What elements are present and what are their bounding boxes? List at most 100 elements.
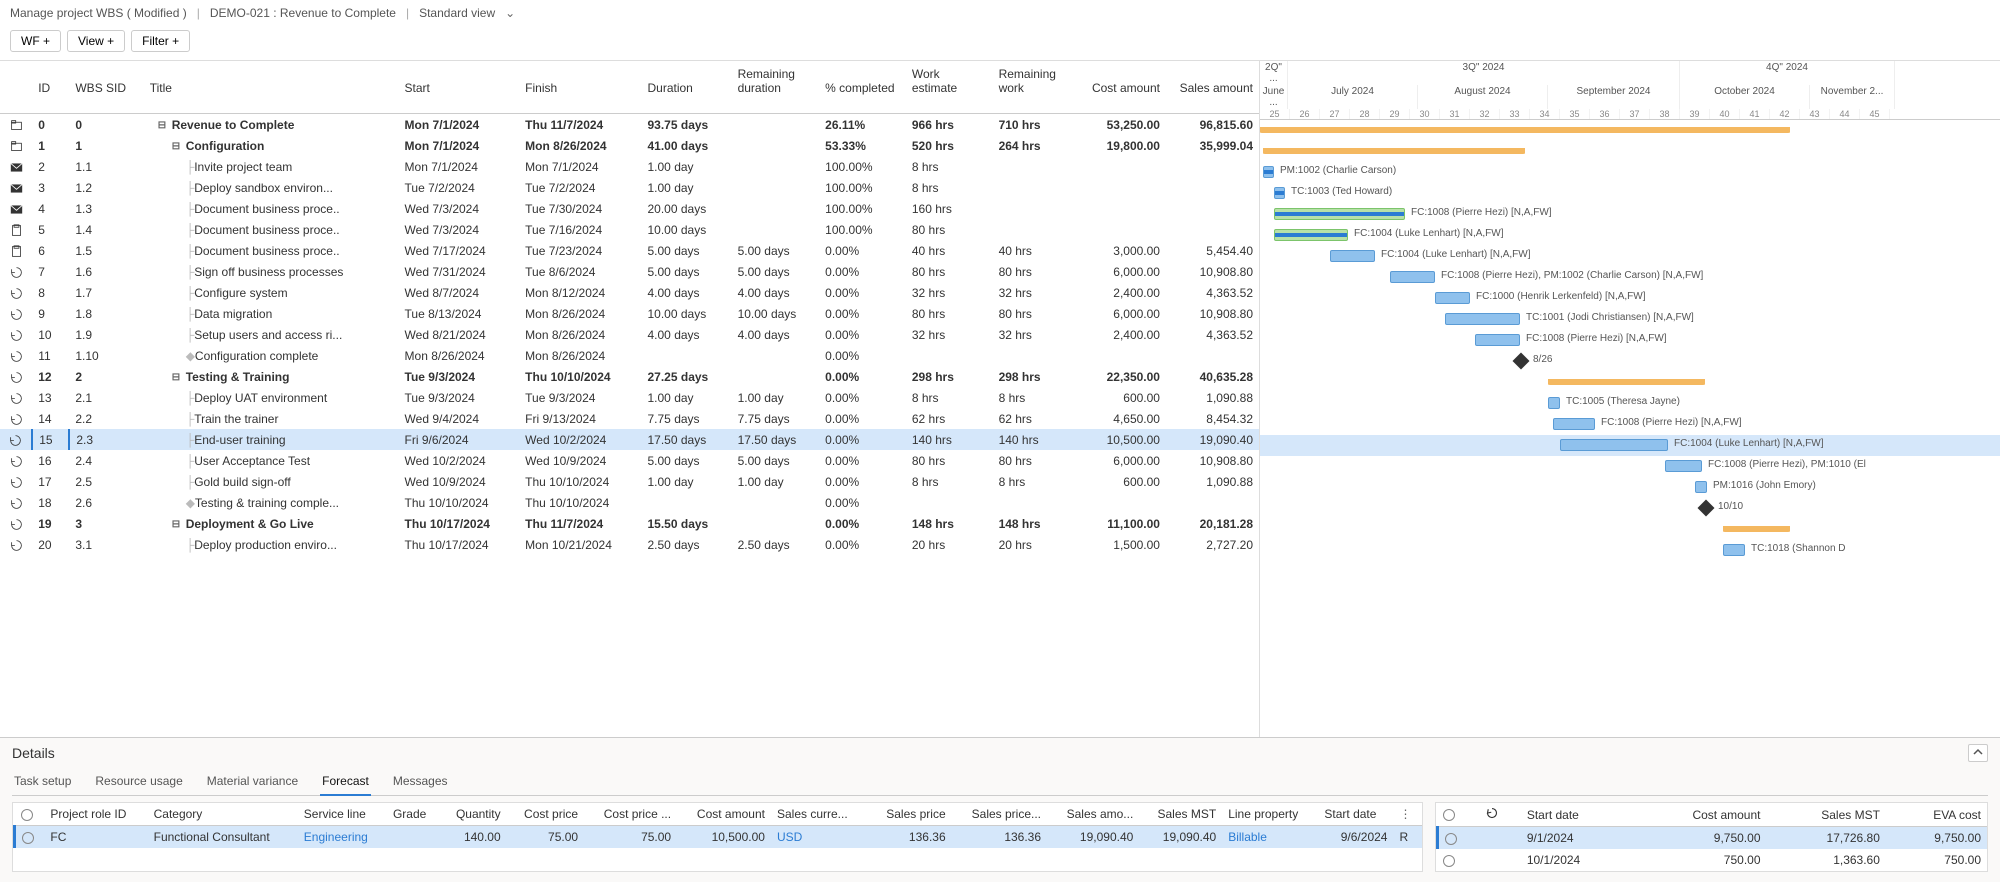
wbs-row[interactable]: 3 1.2 ├ Deploy sandbox environ... Tue 7/… <box>0 177 1259 198</box>
wbs-row[interactable]: 11 1.10 ◆ Configuration complete Mon 8/2… <box>0 345 1259 366</box>
gantt-chart[interactable]: 2Q" ...3Q" 20244Q" 2024June ...July 2024… <box>1260 61 2000 737</box>
gantt-task-bar[interactable] <box>1330 250 1375 262</box>
gantt-row: PM:1016 (John Emory) <box>1260 477 2000 498</box>
row-radio[interactable] <box>1443 855 1455 867</box>
view-button[interactable]: View + <box>67 30 125 52</box>
gantt-row <box>1260 519 2000 540</box>
wf-button[interactable]: WF + <box>10 30 61 52</box>
gantt-task-bar[interactable] <box>1274 187 1285 199</box>
tree-toggle-icon[interactable]: ⊟ <box>172 141 182 151</box>
wbs-row[interactable]: 4 1.3 ├ Document business proce.. Wed 7/… <box>0 198 1259 219</box>
row-icon <box>0 345 32 366</box>
col-header[interactable]: Title <box>144 61 399 114</box>
col-header[interactable]: % completed <box>819 61 906 114</box>
col-header[interactable]: Work estimate <box>906 61 993 114</box>
more-columns-icon[interactable]: ⋮ <box>1399 807 1411 821</box>
row-radio[interactable] <box>1445 833 1457 845</box>
tree-toggle-icon[interactable]: ⊟ <box>158 120 168 130</box>
wbs-row[interactable]: 6 1.5 ├ Document business proce.. Wed 7/… <box>0 240 1259 261</box>
forecast-period-row[interactable]: 9/1/2024 9,750.00 17,726.80 9,750.00 <box>1437 827 1987 850</box>
collapse-details-button[interactable] <box>1968 744 1988 762</box>
filter-button[interactable]: Filter + <box>131 30 190 52</box>
row-icon <box>0 429 32 450</box>
gantt-bar-label: FC:1008 (Pierre Hezi) [N,A,FW] <box>1526 333 1667 344</box>
gantt-task-bar[interactable] <box>1263 166 1274 178</box>
gantt-summary-bar[interactable] <box>1723 526 1790 532</box>
wbs-grid[interactable]: IDWBS SIDTitleStartFinishDurationRemaini… <box>0 61 1260 737</box>
col-header[interactable]: ID <box>32 61 69 114</box>
wbs-row[interactable]: 16 2.4 ├ User Acceptance Test Wed 10/2/2… <box>0 450 1259 471</box>
forecast-left-grid[interactable]: Project role IDCategoryService lineGrade… <box>12 802 1423 872</box>
wbs-row[interactable]: 9 1.8 ├ Data migration Tue 8/13/2024 Mon… <box>0 303 1259 324</box>
gantt-summary-bar[interactable] <box>1548 379 1705 385</box>
tree-toggle-icon[interactable]: ⊟ <box>172 519 182 529</box>
gantt-task-bar[interactable] <box>1553 418 1595 430</box>
wbs-row[interactable]: 0 0 ⊟Revenue to Complete Mon 7/1/2024 Th… <box>0 114 1259 136</box>
gantt-task-bar[interactable] <box>1445 313 1520 325</box>
gantt-milestone-icon[interactable] <box>1513 353 1530 370</box>
tab-resource-usage[interactable]: Resource usage <box>93 770 184 795</box>
gantt-task-bar[interactable] <box>1723 544 1745 556</box>
col-header[interactable]: Cost amount <box>1079 61 1166 114</box>
service-line-link[interactable]: Engineering <box>304 830 368 844</box>
gantt-row: FC:1008 (Pierre Hezi) [N,A,FW] <box>1260 204 2000 225</box>
row-icon <box>0 324 32 345</box>
forecast-period-row[interactable]: 10/1/2024 750.00 1,363.60 750.00 <box>1437 849 1987 871</box>
gantt-task-bar[interactable] <box>1274 208 1405 220</box>
wbs-row[interactable]: 8 1.7 ├ Configure system Wed 8/7/2024 Mo… <box>0 282 1259 303</box>
wbs-row[interactable]: 18 2.6 ◆ Testing & training comple... Th… <box>0 492 1259 513</box>
gantt-bar-label: TC:1005 (Theresa Jayne) <box>1566 396 1680 407</box>
col-header[interactable]: Finish <box>519 61 641 114</box>
col-header[interactable]: Duration <box>642 61 732 114</box>
gantt-task-bar[interactable] <box>1695 481 1707 493</box>
gantt-task-bar[interactable] <box>1390 271 1435 283</box>
gantt-bar-label: FC:1000 (Henrik Lerkenfeld) [N,A,FW] <box>1476 291 1646 302</box>
select-all-radio[interactable] <box>21 809 33 821</box>
row-radio[interactable] <box>22 832 34 844</box>
wbs-row[interactable]: 15 2.3 ├ End-user training Fri 9/6/2024 … <box>0 429 1259 450</box>
currency-link[interactable]: USD <box>777 830 802 844</box>
gantt-task-bar[interactable] <box>1435 292 1470 304</box>
wbs-row[interactable]: 19 3 ⊟Deployment & Go Live Thu 10/17/202… <box>0 513 1259 534</box>
line-property-link[interactable]: Billable <box>1228 830 1267 844</box>
tab-material-variance[interactable]: Material variance <box>205 770 300 795</box>
wbs-row[interactable]: 10 1.9 ├ Setup users and access ri... We… <box>0 324 1259 345</box>
col-header[interactable]: Remaining duration <box>732 61 820 114</box>
wbs-row[interactable]: 1 1 ⊟Configuration Mon 7/1/2024 Mon 8/26… <box>0 135 1259 156</box>
gantt-task-bar[interactable] <box>1475 334 1520 346</box>
wbs-row[interactable]: 2 1.1 ├ Invite project team Mon 7/1/2024… <box>0 156 1259 177</box>
forecast-row[interactable]: FC Functional Consultant Engineering 140… <box>15 826 1422 849</box>
col-header[interactable] <box>0 61 32 114</box>
gantt-row: FC:1000 (Henrik Lerkenfeld) [N,A,FW] <box>1260 288 2000 309</box>
gantt-bar-label: FC:1008 (Pierre Hezi) [N,A,FW] <box>1601 417 1742 428</box>
gantt-milestone-icon[interactable] <box>1698 500 1715 517</box>
gantt-task-bar[interactable] <box>1560 439 1668 451</box>
forecast-right-grid[interactable]: Start dateCost amountSales MSTEVA cost 9… <box>1435 802 1988 872</box>
tab-messages[interactable]: Messages <box>391 770 450 795</box>
col-header[interactable]: Remaining work <box>993 61 1080 114</box>
wbs-row[interactable]: 5 1.4 ├ Document business proce.. Wed 7/… <box>0 219 1259 240</box>
gantt-summary-bar[interactable] <box>1263 148 1525 154</box>
col-header[interactable]: Sales amount <box>1166 61 1259 114</box>
col-header[interactable]: Start <box>399 61 520 114</box>
tree-toggle-icon[interactable]: ⊟ <box>172 372 182 382</box>
wbs-row[interactable]: 12 2 ⊟Testing & Training Tue 9/3/2024 Th… <box>0 366 1259 387</box>
gantt-summary-bar[interactable] <box>1260 127 1790 133</box>
col-header[interactable]: WBS SID <box>69 61 143 114</box>
gantt-bar-label: TC:1003 (Ted Howard) <box>1291 186 1392 197</box>
gantt-task-bar[interactable] <box>1274 229 1348 241</box>
wbs-row[interactable]: 14 2.2 ├ Train the trainer Wed 9/4/2024 … <box>0 408 1259 429</box>
wbs-row[interactable]: 13 2.1 ├ Deploy UAT environment Tue 9/3/… <box>0 387 1259 408</box>
view-dropdown-icon[interactable]: ⌄ <box>505 6 515 20</box>
refresh-icon[interactable] <box>1486 807 1498 819</box>
wbs-row[interactable]: 17 2.5 ├ Gold build sign-off Wed 10/9/20… <box>0 471 1259 492</box>
tab-forecast[interactable]: Forecast <box>320 770 371 796</box>
wbs-row[interactable]: 20 3.1 ├ Deploy production enviro... Thu… <box>0 534 1259 555</box>
row-icon <box>0 261 32 282</box>
row-icon <box>0 219 32 240</box>
tab-task-setup[interactable]: Task setup <box>12 770 73 795</box>
gantt-task-bar[interactable] <box>1548 397 1560 409</box>
select-all-radio[interactable] <box>1443 809 1455 821</box>
gantt-task-bar[interactable] <box>1665 460 1702 472</box>
wbs-row[interactable]: 7 1.6 ├ Sign off business processes Wed … <box>0 261 1259 282</box>
